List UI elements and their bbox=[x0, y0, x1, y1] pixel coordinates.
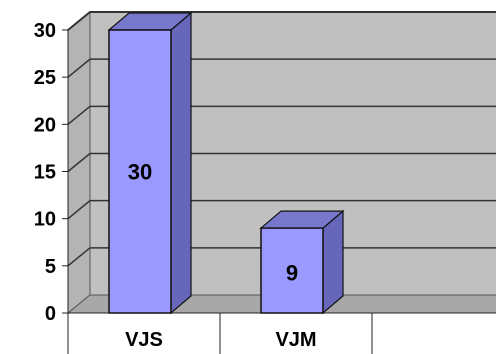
y-tick-label: 0 bbox=[45, 303, 56, 325]
bars bbox=[107, 11, 345, 315]
gridline bbox=[67, 11, 496, 31]
bar bbox=[108, 29, 172, 314]
y-tick-label: 30 bbox=[34, 20, 56, 42]
y-tick-label: 5 bbox=[45, 256, 56, 278]
y-tick-label: 15 bbox=[34, 162, 56, 184]
gridlines bbox=[67, 11, 496, 267]
data-label: 9 bbox=[286, 261, 298, 286]
gridline bbox=[67, 105, 496, 125]
gridline bbox=[67, 58, 496, 78]
data-label: 30 bbox=[128, 160, 152, 185]
bar-side bbox=[322, 209, 344, 315]
gridline bbox=[67, 247, 496, 267]
labels: 0 5 10 15 20 25 30 VJS 30 VJM 9 bbox=[34, 20, 317, 351]
bar-side bbox=[170, 11, 192, 315]
y-tick-label: 20 bbox=[34, 114, 56, 136]
gridline bbox=[67, 199, 496, 220]
x-tick-label: VJS bbox=[125, 329, 163, 351]
y-tick-label: 10 bbox=[34, 209, 56, 231]
bar bbox=[260, 227, 324, 314]
x-tick-label: VJM bbox=[275, 329, 316, 351]
y-tick-label: 25 bbox=[34, 67, 56, 89]
gridline bbox=[67, 152, 496, 173]
